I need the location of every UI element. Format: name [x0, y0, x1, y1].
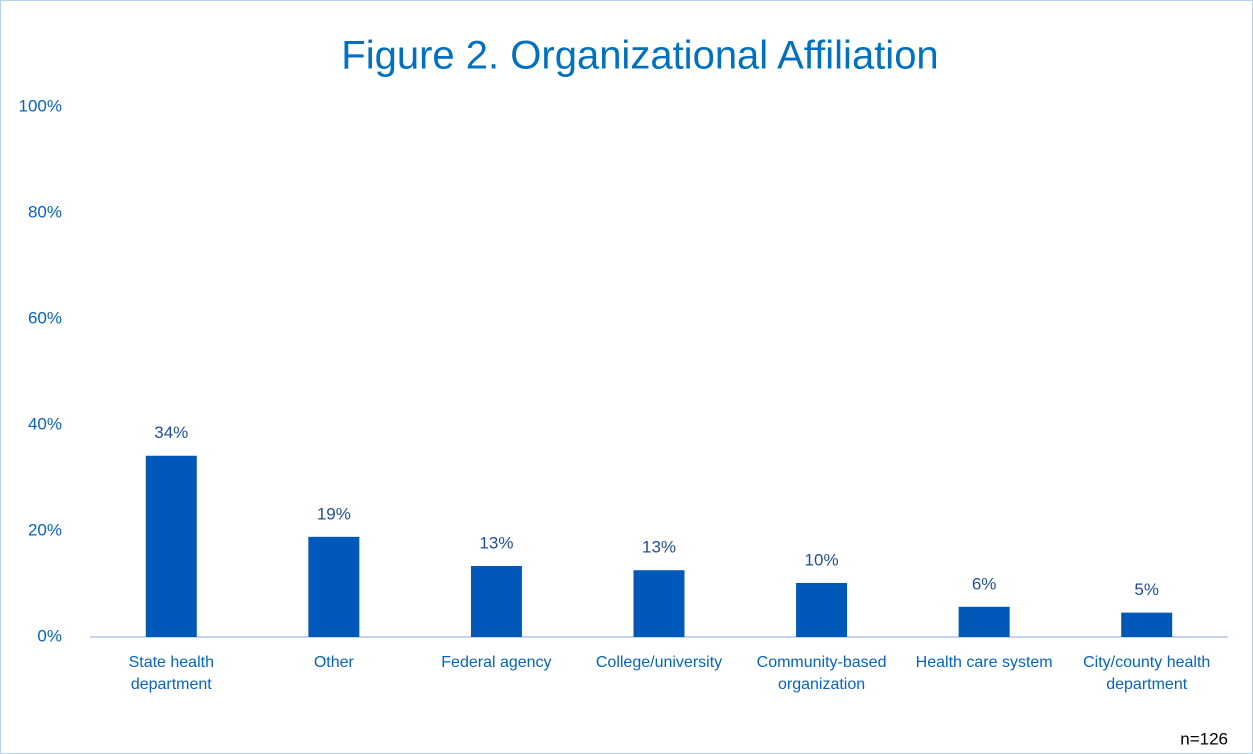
x-tick-label: City/county health department — [1083, 654, 1211, 693]
y-tick-label: 100% — [19, 96, 62, 115]
x-tick-label: Other — [313, 654, 354, 671]
bar — [958, 606, 1010, 637]
annotation: n=126 — [1180, 729, 1228, 748]
value-label: 5% — [1134, 580, 1159, 599]
bar — [145, 455, 197, 637]
value-label: 6% — [972, 574, 997, 593]
bar — [633, 570, 685, 637]
x-tick-label: College/university — [595, 654, 723, 671]
y-tick-label: 80% — [28, 202, 62, 221]
value-label: 13% — [642, 538, 676, 557]
y-tick-label: 40% — [28, 414, 62, 433]
value-label: 13% — [479, 533, 513, 552]
x-tick-label: State health department — [128, 654, 214, 693]
value-label: 10% — [805, 550, 839, 569]
x-tick-label: Health care system — [915, 654, 1053, 671]
x-tick-label: Community-based organization — [756, 654, 887, 693]
chart-title: Figure 2. Organizational Affiliation — [341, 34, 938, 78]
bar — [308, 536, 360, 637]
y-tick-label: 60% — [28, 308, 62, 327]
x-tick-label: Federal agency — [441, 654, 552, 671]
y-tick-label: 20% — [28, 520, 62, 539]
bar — [796, 582, 848, 637]
value-label: 19% — [317, 504, 351, 523]
bar — [1121, 612, 1173, 637]
y-tick-label: 0% — [37, 626, 62, 645]
bar — [470, 565, 522, 637]
value-label: 34% — [154, 423, 188, 442]
